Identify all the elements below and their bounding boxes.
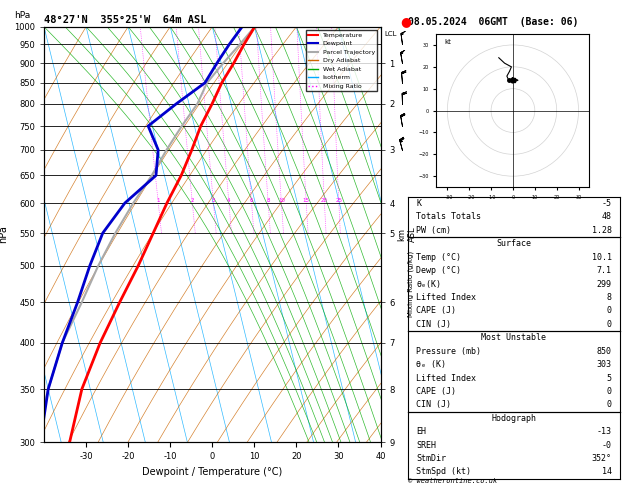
- Text: -13: -13: [597, 427, 611, 436]
- Text: 3: 3: [212, 198, 215, 203]
- Text: 0: 0: [607, 387, 611, 396]
- Text: 7.1: 7.1: [597, 266, 611, 275]
- Text: hPa: hPa: [14, 12, 30, 20]
- Text: 0: 0: [607, 307, 611, 315]
- Text: StmDir: StmDir: [416, 454, 446, 463]
- Text: PW (cm): PW (cm): [416, 226, 451, 235]
- Text: Temp (°C): Temp (°C): [416, 253, 461, 262]
- Text: StmSpd (kt): StmSpd (kt): [416, 468, 471, 476]
- Text: 0: 0: [607, 400, 611, 409]
- Text: 25: 25: [335, 198, 342, 203]
- Text: 1: 1: [157, 198, 160, 203]
- Text: 8: 8: [267, 198, 270, 203]
- Text: 15: 15: [303, 198, 309, 203]
- Text: CIN (J): CIN (J): [416, 320, 451, 329]
- Y-axis label: hPa: hPa: [0, 226, 8, 243]
- Text: 850: 850: [597, 347, 611, 356]
- Text: 352°: 352°: [592, 454, 611, 463]
- Text: 4: 4: [227, 198, 231, 203]
- Text: SREH: SREH: [416, 441, 436, 450]
- Text: CAPE (J): CAPE (J): [416, 387, 456, 396]
- Text: 1.28: 1.28: [592, 226, 611, 235]
- Text: Surface: Surface: [496, 239, 532, 248]
- Y-axis label: km
ASL: km ASL: [398, 226, 417, 243]
- Text: 299: 299: [597, 279, 611, 289]
- Text: CIN (J): CIN (J): [416, 400, 451, 409]
- Text: Mixing Ratio (g/kg): Mixing Ratio (g/kg): [408, 251, 414, 317]
- Text: 20: 20: [321, 198, 328, 203]
- Text: Lifted Index: Lifted Index: [416, 293, 476, 302]
- Text: 0: 0: [607, 320, 611, 329]
- Text: -5: -5: [602, 199, 611, 208]
- Text: 08.05.2024  06GMT  (Base: 06): 08.05.2024 06GMT (Base: 06): [408, 17, 578, 27]
- Text: kt: kt: [444, 38, 451, 45]
- Text: EH: EH: [416, 427, 426, 436]
- Text: 8: 8: [607, 293, 611, 302]
- Text: CAPE (J): CAPE (J): [416, 307, 456, 315]
- Text: 6: 6: [250, 198, 253, 203]
- Text: Pressure (mb): Pressure (mb): [416, 347, 481, 356]
- Text: Most Unstable: Most Unstable: [481, 333, 547, 342]
- X-axis label: Dewpoint / Temperature (°C): Dewpoint / Temperature (°C): [142, 467, 282, 477]
- Text: 5: 5: [607, 374, 611, 382]
- Text: © weatheronline.co.uk: © weatheronline.co.uk: [408, 478, 497, 484]
- Text: ●: ●: [400, 16, 411, 29]
- Text: -0: -0: [602, 441, 611, 450]
- Text: 48°27'N  355°25'W  64m ASL: 48°27'N 355°25'W 64m ASL: [44, 15, 206, 25]
- Text: K: K: [416, 199, 421, 208]
- Text: Totals Totals: Totals Totals: [416, 212, 481, 222]
- Text: Dewp (°C): Dewp (°C): [416, 266, 461, 275]
- Text: Hodograph: Hodograph: [491, 414, 537, 423]
- Text: Lifted Index: Lifted Index: [416, 374, 476, 382]
- Text: LCL: LCL: [384, 31, 396, 37]
- Text: θₑ(K): θₑ(K): [416, 279, 441, 289]
- Text: 10: 10: [278, 198, 285, 203]
- Text: 48: 48: [602, 212, 611, 222]
- Text: 303: 303: [597, 360, 611, 369]
- Text: θₑ (K): θₑ (K): [416, 360, 446, 369]
- Text: 2: 2: [191, 198, 194, 203]
- Legend: Temperature, Dewpoint, Parcel Trajectory, Dry Adiabat, Wet Adiabat, Isotherm, Mi: Temperature, Dewpoint, Parcel Trajectory…: [306, 30, 377, 91]
- Text: 10.1: 10.1: [592, 253, 611, 262]
- Text: 14: 14: [602, 468, 611, 476]
